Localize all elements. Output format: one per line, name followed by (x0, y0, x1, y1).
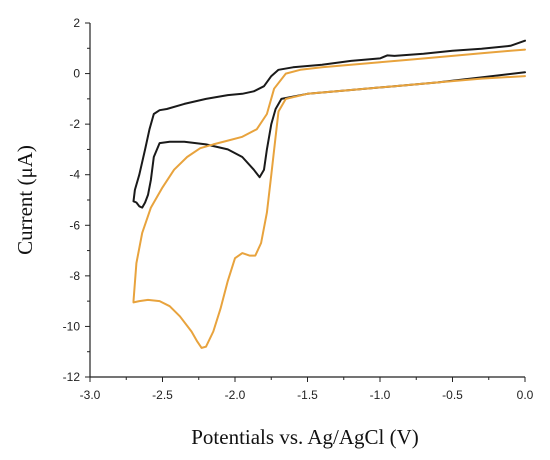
x-axis-title: Potentials vs. Ag/AgCl (V) (191, 425, 419, 449)
x-tick-label: -1.0 (370, 388, 391, 402)
x-tick-label: -3.0 (80, 388, 101, 402)
y-tick-label: -2 (69, 117, 80, 131)
y-tick-label: 0 (73, 67, 80, 81)
y-ticks: 2 0 -2 -4 -6 -8 -10 -12 (63, 16, 90, 384)
y-tick-label: -8 (69, 269, 80, 283)
y-tick-label: -10 (63, 319, 81, 333)
y-tick-label: -4 (69, 168, 80, 182)
x-tick-label: -0.5 (442, 388, 463, 402)
x-tick-label: -1.5 (297, 388, 318, 402)
y-tick-label: -6 (69, 218, 80, 232)
y-tick-label: 2 (73, 16, 80, 30)
x-tick-label: -2.0 (225, 388, 246, 402)
x-ticks: -3.0 -2.5 -2.0 -1.5 -1.0 -0.5 0.0 (80, 377, 534, 402)
series-line-black (132, 39, 526, 209)
y-tick-label: -12 (63, 370, 81, 384)
series-layer (132, 39, 526, 349)
x-tick-label: -2.5 (152, 388, 173, 402)
y-axis-title: Current (μA) (13, 145, 37, 255)
series-line-orange (132, 48, 526, 349)
x-tick-label: 0.0 (517, 388, 534, 402)
